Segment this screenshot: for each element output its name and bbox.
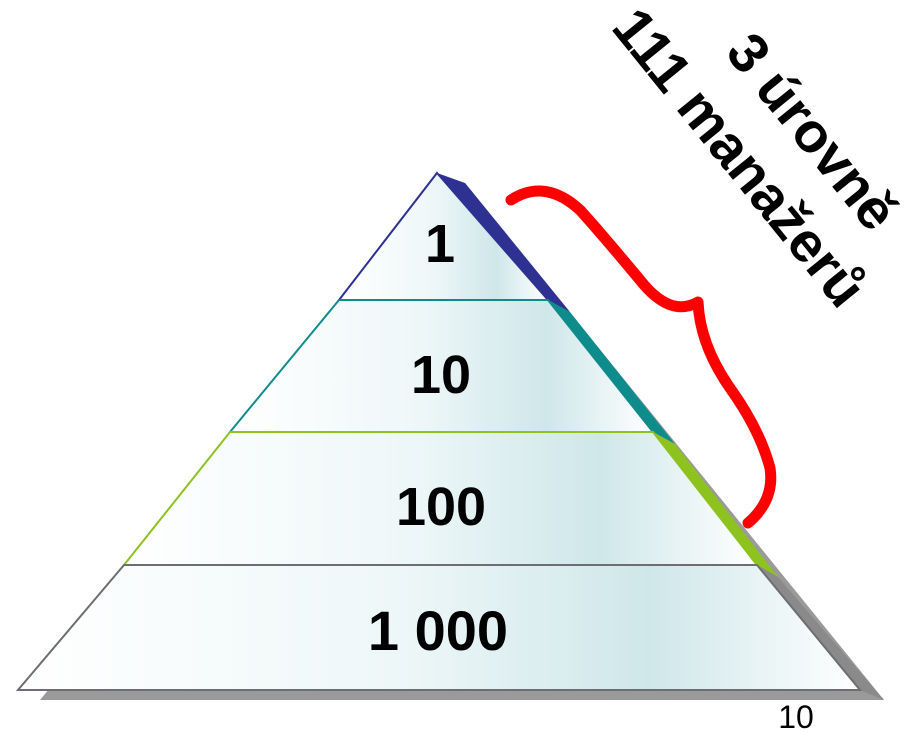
tier-1-label: 1 bbox=[425, 214, 455, 274]
curly-bracket bbox=[505, 185, 777, 529]
tier-4-side-face bbox=[757, 565, 884, 700]
tier-2-side-face bbox=[548, 300, 675, 444]
tier-3-label: 100 bbox=[396, 477, 486, 537]
tier-4-face bbox=[15, 564, 863, 691]
tier-4-label: 1 000 bbox=[368, 599, 508, 662]
tier-2-label: 10 bbox=[411, 345, 471, 405]
tier-1-side-face bbox=[437, 173, 570, 312]
page-number: 10 bbox=[778, 699, 814, 733]
tier-3-side-face bbox=[653, 432, 778, 577]
